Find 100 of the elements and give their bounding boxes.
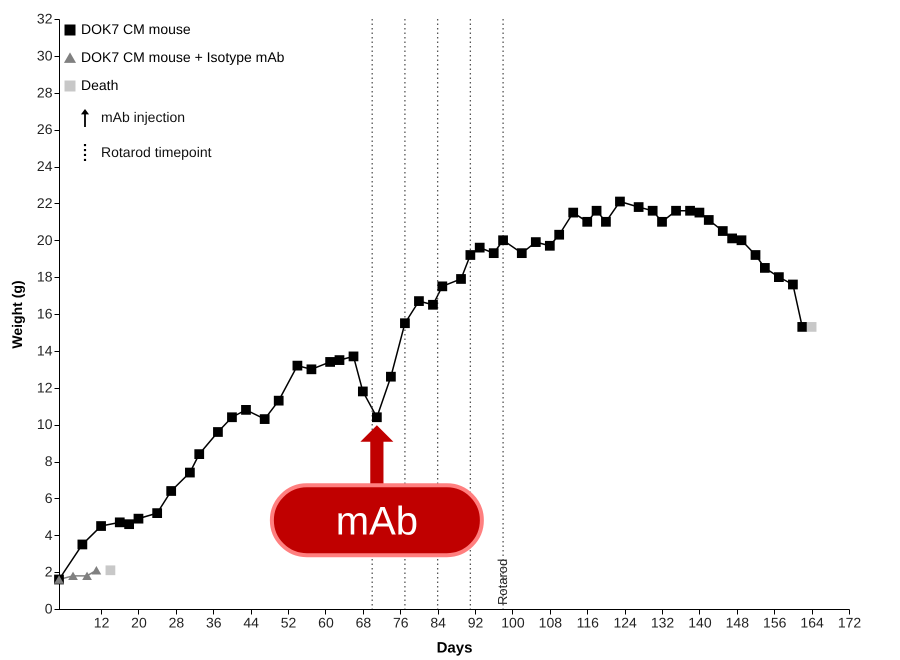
x-tick-label: 76 xyxy=(392,614,409,630)
x-tick-label: 172 xyxy=(838,614,862,630)
point xyxy=(78,540,88,550)
y-tick-label: 20 xyxy=(36,232,53,248)
point xyxy=(437,281,448,292)
point xyxy=(727,234,738,244)
point xyxy=(797,322,808,332)
point xyxy=(114,517,125,528)
y-tick-label: 10 xyxy=(36,416,53,432)
point xyxy=(92,566,102,574)
y-tick-label: 6 xyxy=(44,490,53,506)
point xyxy=(152,508,162,518)
x-tick-label: 60 xyxy=(318,614,334,630)
annotation: Rotarod timepoint xyxy=(101,144,212,160)
point xyxy=(414,296,424,306)
point xyxy=(82,572,92,580)
point xyxy=(736,235,746,246)
y-tick-label: 28 xyxy=(36,84,53,100)
point xyxy=(428,300,438,310)
x-tick-label: 44 xyxy=(243,614,260,630)
point xyxy=(124,519,134,530)
y-tick-label: 16 xyxy=(36,306,53,322)
point xyxy=(325,357,335,367)
point xyxy=(774,272,784,282)
x-tick-label: 140 xyxy=(688,614,712,630)
ref-line-label: Rotarod xyxy=(495,558,510,605)
point xyxy=(615,196,625,206)
annotation: mAb injection xyxy=(101,109,186,125)
x-tick-label: 148 xyxy=(726,614,750,630)
point xyxy=(465,250,476,260)
point xyxy=(516,248,527,258)
point xyxy=(806,322,816,332)
point xyxy=(582,216,592,227)
x-tick-label: 28 xyxy=(168,614,184,630)
point xyxy=(530,237,541,247)
point xyxy=(292,360,302,370)
point xyxy=(227,412,237,422)
x-tick-label: 36 xyxy=(206,614,222,630)
point xyxy=(788,280,798,290)
y-tick-label: 8 xyxy=(44,453,53,469)
point xyxy=(348,352,358,362)
y-tick-label: 14 xyxy=(36,342,53,358)
point xyxy=(68,572,78,580)
point xyxy=(372,412,382,422)
x-tick-label: 20 xyxy=(131,614,147,630)
point xyxy=(134,514,144,524)
point xyxy=(592,206,602,216)
point xyxy=(601,216,611,227)
x-axis-title: Days xyxy=(436,640,472,656)
y-tick-label: 24 xyxy=(36,158,53,174)
y-axis-title: Weight (g) xyxy=(8,280,25,349)
y-tick-label: 18 xyxy=(36,268,53,285)
point xyxy=(185,468,195,478)
point xyxy=(634,202,644,212)
point xyxy=(474,242,485,252)
point xyxy=(260,414,270,424)
point xyxy=(334,355,344,365)
y-tick-label: 2 xyxy=(44,564,53,580)
x-tick-label: 12 xyxy=(94,614,110,630)
point xyxy=(750,250,760,260)
point xyxy=(166,486,176,496)
point xyxy=(241,405,251,415)
point xyxy=(704,215,714,225)
y-tick-label: 22 xyxy=(36,194,53,211)
point xyxy=(568,208,578,218)
point xyxy=(544,240,555,251)
point xyxy=(685,206,695,216)
point xyxy=(400,318,410,328)
x-tick-label: 92 xyxy=(468,614,484,630)
point xyxy=(274,396,284,406)
x-tick-label: 164 xyxy=(800,614,824,630)
point xyxy=(194,449,204,459)
point xyxy=(456,274,466,284)
x-tick-label: 68 xyxy=(356,614,372,630)
annotation: mAb xyxy=(336,499,418,544)
point xyxy=(488,248,499,258)
point xyxy=(386,372,396,382)
x-tick-label: 52 xyxy=(280,614,297,630)
point xyxy=(694,208,704,218)
point xyxy=(671,206,681,216)
x-tick-label: 124 xyxy=(613,614,638,630)
x-tick-label: 132 xyxy=(650,614,674,630)
y-tick-label: 26 xyxy=(36,121,53,138)
x-tick-label: 156 xyxy=(763,614,787,630)
point xyxy=(358,386,368,396)
point xyxy=(498,235,508,246)
y-tick-label: 30 xyxy=(36,47,53,64)
x-tick-label: 108 xyxy=(538,614,562,630)
point xyxy=(718,226,728,236)
y-tick-label: 4 xyxy=(44,526,53,543)
point xyxy=(648,206,658,216)
legend-label: DOK7 CM mouse xyxy=(81,21,191,37)
point xyxy=(106,565,116,576)
y-tick-label: 12 xyxy=(36,379,53,396)
x-tick-label: 116 xyxy=(576,614,600,630)
x-tick-label: 100 xyxy=(501,614,525,630)
y-tick-label: 0 xyxy=(44,600,53,616)
legend-label: DOK7 CM mouse + Isotype mAb xyxy=(81,49,285,65)
point xyxy=(306,364,316,374)
legend-label: Death xyxy=(81,77,118,93)
